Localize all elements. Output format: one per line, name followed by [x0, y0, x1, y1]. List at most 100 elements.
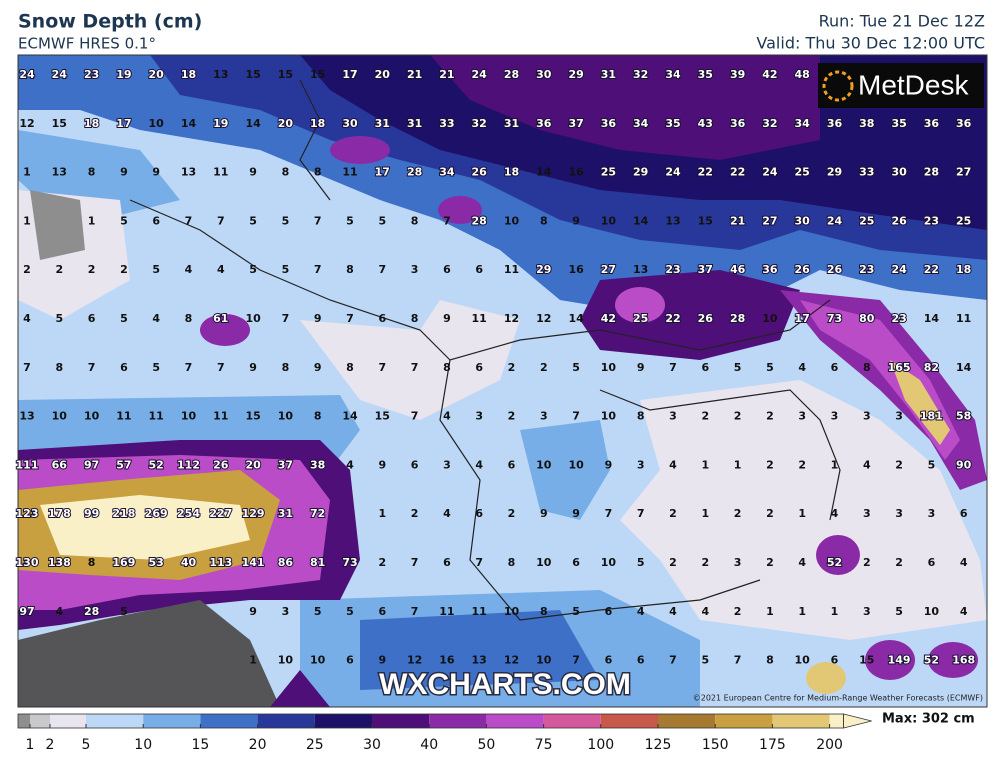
- snow-depth-value: 23: [924, 214, 939, 227]
- snow-depth-value: 18: [84, 117, 99, 130]
- snow-depth-value: 5: [152, 361, 160, 374]
- snow-depth-value: 30: [536, 68, 552, 81]
- map-field: [18, 55, 987, 707]
- snow-depth-value: 61: [213, 312, 228, 325]
- snow-depth-value: 3: [831, 410, 839, 423]
- snow-depth-value: 29: [536, 263, 551, 276]
- snow-depth-value: 4: [798, 361, 806, 374]
- copyright: ©2021 European Centre for Medium-Range W…: [693, 694, 983, 703]
- colorbar: 1 2 5 10 15 20 25 30 40 50 75 100 125 150 175 200: [17, 713, 872, 753]
- snow-depth-value: 7: [346, 312, 354, 325]
- snow-depth-value: 2: [701, 410, 709, 423]
- snow-depth-value: 8: [55, 361, 63, 374]
- snow-depth-value: 16: [568, 166, 584, 179]
- snow-depth-value: 10: [504, 605, 520, 618]
- snow-depth-value: 14: [181, 117, 197, 130]
- snow-depth-value: 22: [924, 263, 939, 276]
- snow-depth-value: 2: [734, 605, 742, 618]
- snow-depth-value: 8: [282, 166, 290, 179]
- snow-depth-value: 6: [475, 263, 483, 276]
- snow-depth-value: 11: [116, 410, 131, 423]
- colorbar-segment: [314, 714, 372, 728]
- snow-depth-value: 36: [730, 117, 746, 130]
- snow-depth-value: 6: [928, 556, 936, 569]
- colorbar-tick-label: 125: [645, 737, 672, 753]
- colorbar-tick-label: 30: [363, 737, 381, 753]
- snow-depth-value: 6: [378, 312, 386, 325]
- snow-depth-value: 3: [863, 605, 871, 618]
- snow-depth-value: 3: [895, 507, 903, 520]
- snow-depth-value: 20: [375, 68, 391, 81]
- snow-depth-value: 10: [601, 361, 617, 374]
- colorbar-tick-label: 40: [420, 737, 438, 753]
- snow-depth-value: 123: [16, 507, 39, 520]
- snow-depth-value: 25: [859, 214, 874, 227]
- snow-depth-value: 7: [378, 263, 386, 276]
- snow-depth-value: 4: [831, 507, 839, 520]
- snow-depth-value: 1: [701, 458, 709, 471]
- snow-depth-value: 34: [795, 117, 811, 130]
- snow-depth-value: 27: [601, 263, 616, 276]
- snow-depth-value: 6: [572, 556, 580, 569]
- snow-depth-value: 5: [766, 361, 774, 374]
- snow-depth-value: 7: [23, 361, 31, 374]
- snow-depth-value: 22: [698, 166, 713, 179]
- snow-depth-value: 5: [895, 605, 903, 618]
- snow-depth-value: 10: [245, 312, 261, 325]
- snow-depth-value: 31: [601, 68, 616, 81]
- snow-depth-value: 6: [605, 605, 613, 618]
- snow-depth-value: 7: [411, 361, 419, 374]
- snow-depth-value: 5: [249, 214, 257, 227]
- snow-depth-value: 86: [278, 556, 294, 569]
- snow-depth-value: 169: [112, 556, 135, 569]
- snow-depth-value: 37: [698, 263, 713, 276]
- snow-depth-value: 25: [601, 166, 616, 179]
- snow-depth-value: 11: [439, 605, 454, 618]
- snow-depth-value: 9: [605, 458, 613, 471]
- snow-depth-value: 17: [795, 312, 810, 325]
- snow-depth-value: 30: [795, 214, 811, 227]
- snow-depth-value: 9: [637, 361, 645, 374]
- snow-depth-value: 1: [378, 507, 386, 520]
- snow-depth-value: 26: [472, 166, 488, 179]
- snow-depth-value: 1: [23, 166, 31, 179]
- snow-depth-value: 9: [152, 166, 160, 179]
- snow-depth-value: 2: [508, 410, 516, 423]
- snow-depth-value: 26: [891, 214, 907, 227]
- snow-depth-value: 14: [956, 361, 972, 374]
- snow-depth-value: 73: [342, 556, 357, 569]
- snow-depth-value: 52: [924, 654, 939, 667]
- snow-depth-value: 1: [766, 605, 774, 618]
- snow-depth-value: 9: [443, 312, 451, 325]
- snow-depth-value: 5: [120, 214, 128, 227]
- snow-depth-value: 10: [601, 214, 617, 227]
- snow-depth-value: 32: [762, 117, 777, 130]
- snow-depth-value: 36: [924, 117, 940, 130]
- snow-depth-value: 8: [637, 410, 645, 423]
- colorbar-segment: [143, 714, 201, 728]
- snow-depth-value: 26: [698, 312, 714, 325]
- snow-depth-value: 36: [956, 117, 972, 130]
- snow-depth-value: 5: [55, 312, 63, 325]
- snow-depth-value: 31: [278, 507, 293, 520]
- snow-depth-value: 5: [120, 312, 128, 325]
- colorbar-segment: [200, 714, 258, 728]
- snow-depth-value: 4: [443, 507, 451, 520]
- snow-depth-value: 10: [278, 654, 294, 667]
- snow-depth-value: 1: [831, 458, 839, 471]
- snow-depth-value: 6: [346, 654, 354, 667]
- colorbar-segment: [772, 714, 830, 728]
- snow-depth-value: 1: [734, 458, 742, 471]
- snow-depth-value: 13: [665, 214, 680, 227]
- snow-depth-value: 6: [152, 214, 160, 227]
- snow-depth-value: 25: [956, 214, 971, 227]
- snow-depth-value: 28: [472, 214, 487, 227]
- snow-depth-value: 7: [411, 556, 419, 569]
- snow-depth-value: 11: [472, 312, 487, 325]
- snow-depth-value: 2: [734, 410, 742, 423]
- snow-depth-value: 82: [924, 361, 939, 374]
- snow-depth-value: 1: [701, 507, 709, 520]
- colorbar-tick-label: 150: [702, 737, 729, 753]
- max-label: Max: 302 cm: [882, 712, 975, 727]
- snow-depth-value: 28: [504, 68, 519, 81]
